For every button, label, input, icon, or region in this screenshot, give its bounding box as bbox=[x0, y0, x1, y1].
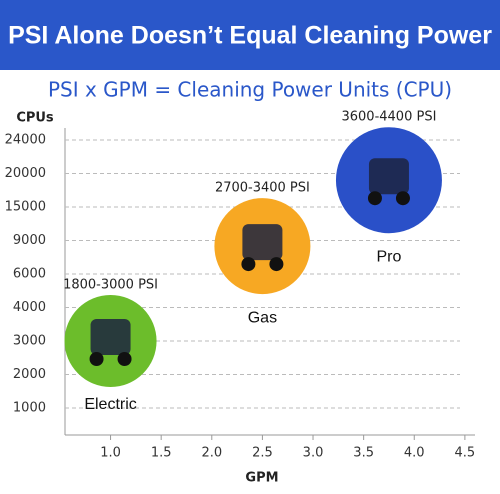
psi-label: 1800-3000 PSI bbox=[63, 278, 158, 293]
y-tick-label: 20000 bbox=[5, 166, 46, 181]
psi-label: 2700-3400 PSI bbox=[215, 181, 310, 196]
x-tick-label: 1.0 bbox=[100, 446, 121, 461]
washer-icon bbox=[368, 158, 409, 195]
washer-wheel bbox=[395, 191, 410, 206]
washer-wheel bbox=[89, 352, 104, 366]
y-tick-label: 3000 bbox=[13, 334, 46, 349]
series-label: Electric bbox=[84, 396, 136, 413]
x-tick-label: 4.5 bbox=[455, 446, 476, 461]
y-tick-label: 6000 bbox=[13, 267, 46, 282]
washer-wheel bbox=[241, 257, 256, 272]
washer-icon bbox=[90, 319, 131, 355]
y-tick-label: 2000 bbox=[13, 367, 46, 382]
chart-title: PSI Alone Doesn’t Equal Cleaning Power bbox=[8, 22, 492, 50]
washer-wheel bbox=[269, 257, 284, 272]
series-label: Pro bbox=[376, 248, 401, 265]
y-tick-label: 15000 bbox=[5, 200, 46, 215]
x-tick-label: 1.5 bbox=[151, 446, 172, 461]
chart-subtitle: PSI x GPM = Cleaning Power Units (CPU) bbox=[48, 78, 452, 102]
x-tick-label: 3.0 bbox=[303, 446, 324, 461]
x-tick-label: 2.5 bbox=[252, 446, 273, 461]
washer-wheel bbox=[117, 352, 132, 366]
y-tick-label: 4000 bbox=[13, 300, 46, 315]
header-bar bbox=[0, 0, 500, 70]
x-tick-label: 4.0 bbox=[404, 446, 425, 461]
series-label: Gas bbox=[248, 309, 277, 326]
psi-label: 3600-4400 PSI bbox=[341, 110, 436, 125]
y-axis-label: CPUs bbox=[16, 111, 54, 126]
y-tick-label: 9000 bbox=[13, 233, 46, 248]
x-axis-label: GPM bbox=[245, 471, 278, 486]
y-tick-label: 24000 bbox=[5, 133, 46, 148]
washer-wheel bbox=[367, 191, 382, 206]
washer-icon bbox=[242, 224, 283, 261]
y-tick-label: 1000 bbox=[13, 401, 46, 416]
x-tick-label: 3.5 bbox=[353, 446, 374, 461]
x-tick-label: 2.0 bbox=[201, 446, 222, 461]
